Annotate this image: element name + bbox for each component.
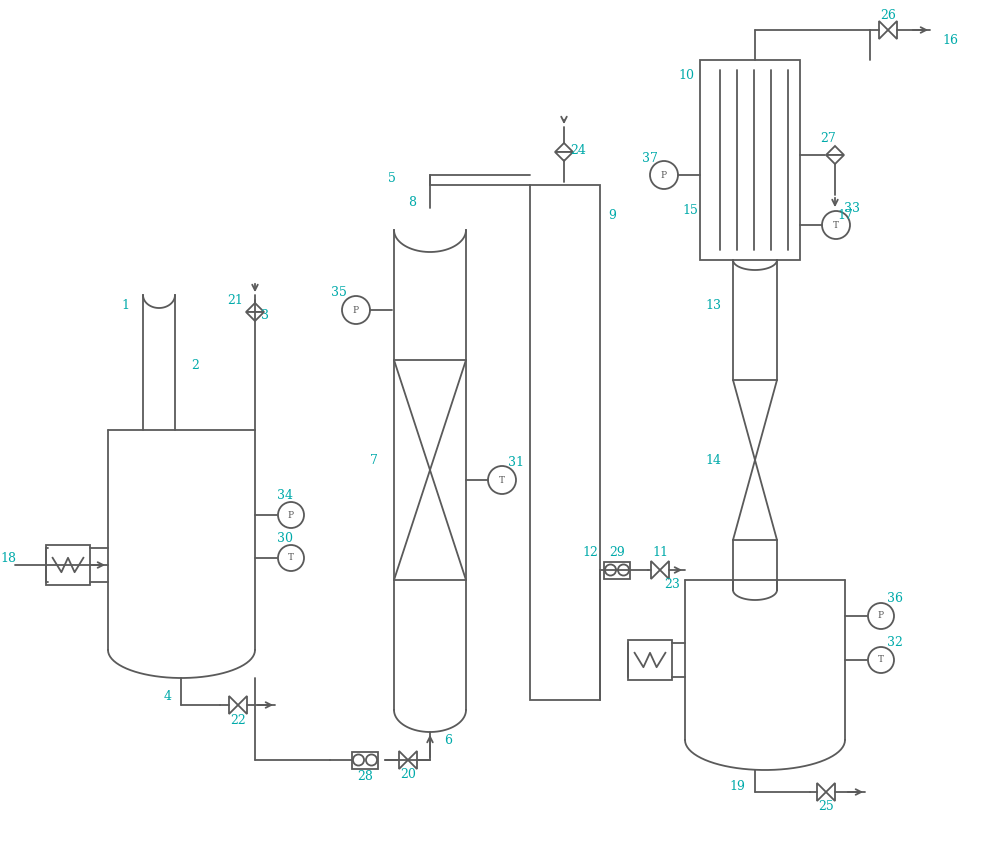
Circle shape	[366, 755, 377, 766]
Circle shape	[342, 296, 370, 324]
Text: 5: 5	[388, 171, 396, 185]
Text: 31: 31	[508, 456, 524, 468]
Text: 23: 23	[664, 578, 680, 592]
Polygon shape	[246, 312, 264, 321]
Text: 24: 24	[570, 143, 586, 156]
Text: 29: 29	[609, 545, 625, 559]
Text: P: P	[661, 170, 667, 180]
Polygon shape	[408, 751, 417, 769]
Text: 34: 34	[277, 489, 293, 501]
Polygon shape	[555, 152, 573, 161]
Circle shape	[868, 647, 894, 673]
Text: P: P	[288, 511, 294, 520]
Text: 11: 11	[652, 547, 668, 560]
Text: 37: 37	[642, 152, 658, 165]
Text: 27: 27	[820, 132, 836, 144]
Bar	[46, 545, 90, 585]
Circle shape	[278, 545, 304, 571]
Text: T: T	[499, 475, 505, 484]
Text: 19: 19	[729, 781, 745, 793]
Text: 20: 20	[400, 769, 416, 782]
Polygon shape	[888, 21, 897, 39]
Text: 32: 32	[887, 636, 903, 648]
Circle shape	[618, 565, 629, 576]
Text: 36: 36	[887, 592, 903, 604]
Circle shape	[353, 755, 364, 766]
Text: 26: 26	[880, 8, 896, 21]
Polygon shape	[246, 303, 264, 312]
Circle shape	[650, 161, 678, 189]
Text: T: T	[833, 220, 839, 230]
Text: 33: 33	[844, 202, 860, 214]
Bar	[530, 185, 600, 700]
Text: 35: 35	[331, 285, 347, 299]
Text: 21: 21	[227, 294, 243, 306]
Circle shape	[488, 466, 516, 494]
Polygon shape	[826, 783, 835, 801]
Text: 7: 7	[370, 453, 378, 467]
Text: 6: 6	[444, 733, 452, 746]
Text: 12: 12	[582, 547, 598, 560]
Circle shape	[605, 565, 616, 576]
Text: 16: 16	[942, 34, 958, 46]
Text: 1: 1	[121, 299, 129, 311]
Bar	[628, 640, 672, 680]
Text: 18: 18	[0, 551, 16, 565]
Polygon shape	[817, 783, 826, 801]
Text: 28: 28	[357, 770, 373, 782]
Text: 25: 25	[818, 800, 834, 814]
Polygon shape	[879, 21, 888, 39]
Polygon shape	[826, 146, 844, 155]
Text: 9: 9	[608, 208, 616, 221]
Circle shape	[278, 502, 304, 528]
Circle shape	[868, 603, 894, 629]
Text: 13: 13	[705, 299, 721, 311]
Text: T: T	[288, 554, 294, 562]
Polygon shape	[660, 561, 669, 579]
Text: P: P	[353, 306, 359, 315]
Circle shape	[822, 211, 850, 239]
Polygon shape	[651, 561, 660, 579]
Text: 22: 22	[230, 713, 246, 727]
Text: 3: 3	[261, 309, 269, 322]
Polygon shape	[399, 751, 408, 769]
Text: 2: 2	[191, 359, 199, 371]
Text: 30: 30	[277, 532, 293, 544]
Text: 10: 10	[678, 68, 694, 82]
Bar	[352, 751, 378, 769]
Bar	[700, 60, 800, 260]
Text: 8: 8	[408, 196, 416, 208]
Text: 15: 15	[682, 203, 698, 217]
Polygon shape	[826, 155, 844, 164]
Polygon shape	[238, 696, 247, 714]
Polygon shape	[555, 143, 573, 152]
Text: 14: 14	[705, 453, 721, 467]
Polygon shape	[229, 696, 238, 714]
Text: P: P	[878, 612, 884, 620]
Bar	[604, 561, 630, 578]
Text: 17: 17	[837, 208, 853, 221]
Text: 4: 4	[164, 690, 172, 704]
Text: T: T	[878, 656, 884, 664]
